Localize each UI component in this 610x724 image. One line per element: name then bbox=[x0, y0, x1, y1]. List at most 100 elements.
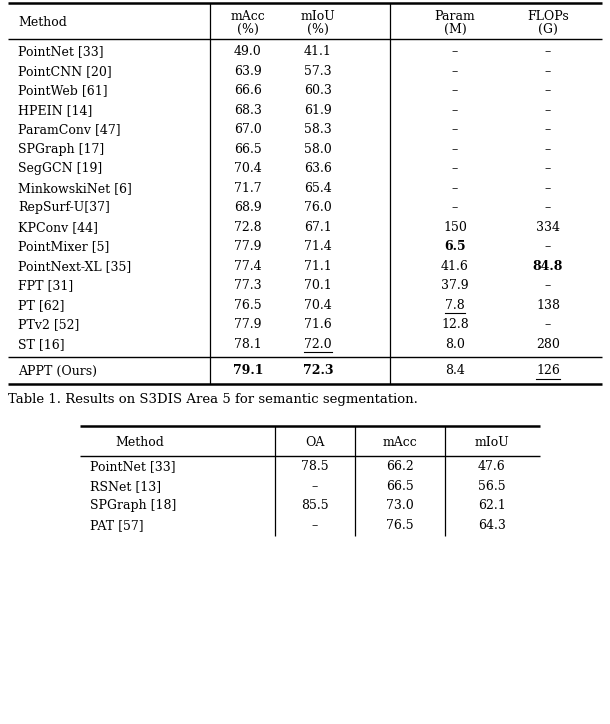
Text: PT [62]: PT [62] bbox=[18, 299, 65, 312]
Text: –: – bbox=[545, 162, 551, 175]
Text: 68.9: 68.9 bbox=[234, 201, 262, 214]
Text: –: – bbox=[545, 201, 551, 214]
Text: 64.3: 64.3 bbox=[478, 519, 506, 531]
Text: 73.0: 73.0 bbox=[386, 500, 414, 513]
Text: PAT [57]: PAT [57] bbox=[90, 519, 143, 531]
Text: –: – bbox=[545, 319, 551, 332]
Text: 57.3: 57.3 bbox=[304, 64, 332, 77]
Text: –: – bbox=[312, 480, 318, 493]
Text: –: – bbox=[452, 64, 458, 77]
Text: 66.2: 66.2 bbox=[386, 460, 414, 473]
Text: HPEIN [14]: HPEIN [14] bbox=[18, 104, 92, 117]
Text: –: – bbox=[545, 279, 551, 292]
Text: 67.0: 67.0 bbox=[234, 123, 262, 136]
Text: –: – bbox=[452, 143, 458, 156]
Text: 63.9: 63.9 bbox=[234, 64, 262, 77]
Text: Method: Method bbox=[115, 436, 165, 448]
Text: –: – bbox=[545, 240, 551, 253]
Text: Param: Param bbox=[434, 11, 475, 23]
Text: –: – bbox=[452, 104, 458, 117]
Text: 71.7: 71.7 bbox=[234, 182, 262, 195]
Text: 8.0: 8.0 bbox=[445, 338, 465, 350]
Text: PointCNN [20]: PointCNN [20] bbox=[18, 64, 112, 77]
Text: (M): (M) bbox=[443, 22, 467, 35]
Text: PointMixer [5]: PointMixer [5] bbox=[18, 240, 109, 253]
Text: 79.1: 79.1 bbox=[233, 364, 264, 377]
Text: 12.8: 12.8 bbox=[441, 319, 469, 332]
Text: 66.5: 66.5 bbox=[386, 480, 414, 493]
Text: (%): (%) bbox=[307, 22, 329, 35]
Text: 70.4: 70.4 bbox=[234, 162, 262, 175]
Text: 76.0: 76.0 bbox=[304, 201, 332, 214]
Text: 37.9: 37.9 bbox=[441, 279, 469, 292]
Text: 49.0: 49.0 bbox=[234, 45, 262, 58]
Text: KPConv [44]: KPConv [44] bbox=[18, 221, 98, 234]
Text: 150: 150 bbox=[443, 221, 467, 234]
Text: 56.5: 56.5 bbox=[478, 480, 506, 493]
Text: –: – bbox=[452, 182, 458, 195]
Text: 78.5: 78.5 bbox=[301, 460, 329, 473]
Text: 70.4: 70.4 bbox=[304, 299, 332, 312]
Text: 67.1: 67.1 bbox=[304, 221, 332, 234]
Text: 78.1: 78.1 bbox=[234, 338, 262, 350]
Text: PointWeb [61]: PointWeb [61] bbox=[18, 84, 107, 97]
Text: (G): (G) bbox=[538, 22, 558, 35]
Text: –: – bbox=[452, 45, 458, 58]
Text: –: – bbox=[452, 201, 458, 214]
Text: 41.6: 41.6 bbox=[441, 260, 469, 273]
Text: 66.5: 66.5 bbox=[234, 143, 262, 156]
Text: 63.6: 63.6 bbox=[304, 162, 332, 175]
Text: –: – bbox=[545, 123, 551, 136]
Text: 77.4: 77.4 bbox=[234, 260, 262, 273]
Text: ParamConv [47]: ParamConv [47] bbox=[18, 123, 121, 136]
Text: 62.1: 62.1 bbox=[478, 500, 506, 513]
Text: FLOPs: FLOPs bbox=[527, 11, 569, 23]
Text: PointNext-XL [35]: PointNext-XL [35] bbox=[18, 260, 131, 273]
Text: MinkowskiNet [6]: MinkowskiNet [6] bbox=[18, 182, 132, 195]
Text: (%): (%) bbox=[237, 22, 259, 35]
Text: 60.3: 60.3 bbox=[304, 84, 332, 97]
Text: 72.0: 72.0 bbox=[304, 338, 332, 350]
Text: SPGraph [18]: SPGraph [18] bbox=[90, 500, 176, 513]
Text: 66.6: 66.6 bbox=[234, 84, 262, 97]
Text: 70.1: 70.1 bbox=[304, 279, 332, 292]
Text: mIoU: mIoU bbox=[301, 11, 336, 23]
Text: –: – bbox=[452, 123, 458, 136]
Text: Method: Method bbox=[18, 17, 67, 30]
Text: 58.0: 58.0 bbox=[304, 143, 332, 156]
Text: 76.5: 76.5 bbox=[234, 299, 262, 312]
Text: 280: 280 bbox=[536, 338, 560, 350]
Text: –: – bbox=[545, 45, 551, 58]
Text: –: – bbox=[545, 64, 551, 77]
Text: 72.3: 72.3 bbox=[303, 364, 333, 377]
Text: 68.3: 68.3 bbox=[234, 104, 262, 117]
Text: 6.5: 6.5 bbox=[444, 240, 466, 253]
Text: –: – bbox=[312, 519, 318, 531]
Text: 8.4: 8.4 bbox=[445, 364, 465, 377]
Text: RSNet [13]: RSNet [13] bbox=[90, 480, 161, 493]
Text: ST [16]: ST [16] bbox=[18, 338, 65, 350]
Text: 334: 334 bbox=[536, 221, 560, 234]
Text: 71.1: 71.1 bbox=[304, 260, 332, 273]
Text: 138: 138 bbox=[536, 299, 560, 312]
Text: –: – bbox=[545, 104, 551, 117]
Text: 58.3: 58.3 bbox=[304, 123, 332, 136]
Text: –: – bbox=[452, 84, 458, 97]
Text: 71.6: 71.6 bbox=[304, 319, 332, 332]
Text: 72.8: 72.8 bbox=[234, 221, 262, 234]
Text: 85.5: 85.5 bbox=[301, 500, 329, 513]
Text: –: – bbox=[545, 84, 551, 97]
Text: 65.4: 65.4 bbox=[304, 182, 332, 195]
Text: 41.1: 41.1 bbox=[304, 45, 332, 58]
Text: –: – bbox=[545, 143, 551, 156]
Text: 47.6: 47.6 bbox=[478, 460, 506, 473]
Text: 77.3: 77.3 bbox=[234, 279, 262, 292]
Text: 84.8: 84.8 bbox=[533, 260, 563, 273]
Text: SPGraph [17]: SPGraph [17] bbox=[18, 143, 104, 156]
Text: RepSurf-U[37]: RepSurf-U[37] bbox=[18, 201, 110, 214]
Text: 77.9: 77.9 bbox=[234, 319, 262, 332]
Text: PTv2 [52]: PTv2 [52] bbox=[18, 319, 79, 332]
Text: PointNet [33]: PointNet [33] bbox=[90, 460, 176, 473]
Text: Table 1. Results on S3DIS Area 5 for semantic segmentation.: Table 1. Results on S3DIS Area 5 for sem… bbox=[8, 394, 418, 406]
Text: OA: OA bbox=[306, 436, 325, 448]
